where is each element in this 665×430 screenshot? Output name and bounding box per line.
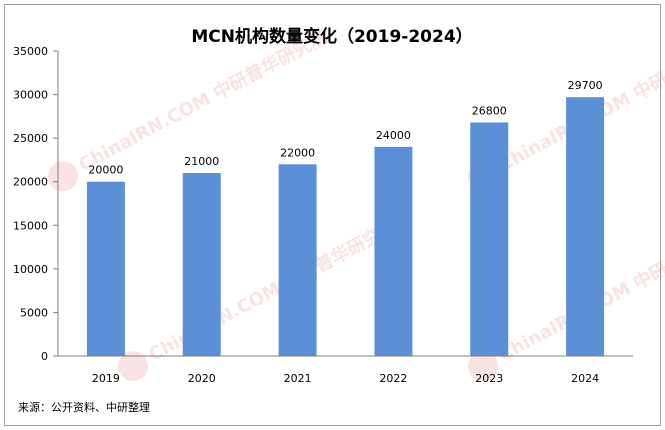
bar bbox=[566, 97, 605, 356]
y-tick-label: 30000 bbox=[13, 89, 48, 102]
y-tick-label: 20000 bbox=[13, 176, 48, 189]
x-axis-ticks: 2019 2020 2021 2022 2023 2024 bbox=[92, 372, 599, 385]
outer-border bbox=[4, 4, 661, 426]
y-tick-label: 15000 bbox=[13, 219, 48, 232]
x-tick-label: 2019 bbox=[92, 372, 120, 385]
bar bbox=[278, 164, 317, 356]
bar bbox=[86, 181, 125, 356]
source-note: 来源：公开资料、中研整理 bbox=[18, 400, 150, 414]
y-axis-ticks: 0 5000 10000 15000 20000 25000 30000 35000 bbox=[13, 45, 58, 363]
y-tick-label: 0 bbox=[41, 350, 48, 363]
y-tick-label: 25000 bbox=[13, 132, 48, 145]
x-tick-label: 2023 bbox=[475, 372, 503, 385]
bar bbox=[374, 146, 413, 356]
data-label: 24000 bbox=[376, 129, 411, 142]
y-tick-label: 35000 bbox=[13, 45, 48, 58]
data-label: 20000 bbox=[88, 164, 123, 177]
data-label: 29700 bbox=[568, 79, 603, 92]
data-label: 26800 bbox=[472, 104, 507, 117]
x-tick-label: 2021 bbox=[284, 372, 312, 385]
data-label: 21000 bbox=[184, 155, 219, 168]
data-label-group: 20000 21000 22000 24000 26800 29700 bbox=[88, 79, 602, 177]
y-tick-label: 5000 bbox=[20, 306, 48, 319]
bar-series bbox=[86, 97, 605, 356]
data-label: 22000 bbox=[280, 146, 315, 159]
watermark-badge-icon bbox=[48, 161, 79, 192]
watermark-badge-icon bbox=[468, 351, 499, 382]
chart-title: MCN机构数量变化（2019-2024） bbox=[191, 26, 472, 47]
watermark-badge-icon bbox=[118, 351, 149, 382]
bar bbox=[182, 173, 221, 356]
x-tick-label: 2022 bbox=[379, 372, 407, 385]
x-tick-label: 2020 bbox=[188, 372, 216, 385]
y-tick-label: 10000 bbox=[13, 263, 48, 276]
axis-lines bbox=[57, 51, 633, 357]
x-tick-label: 2024 bbox=[571, 372, 599, 385]
bar bbox=[470, 122, 509, 356]
